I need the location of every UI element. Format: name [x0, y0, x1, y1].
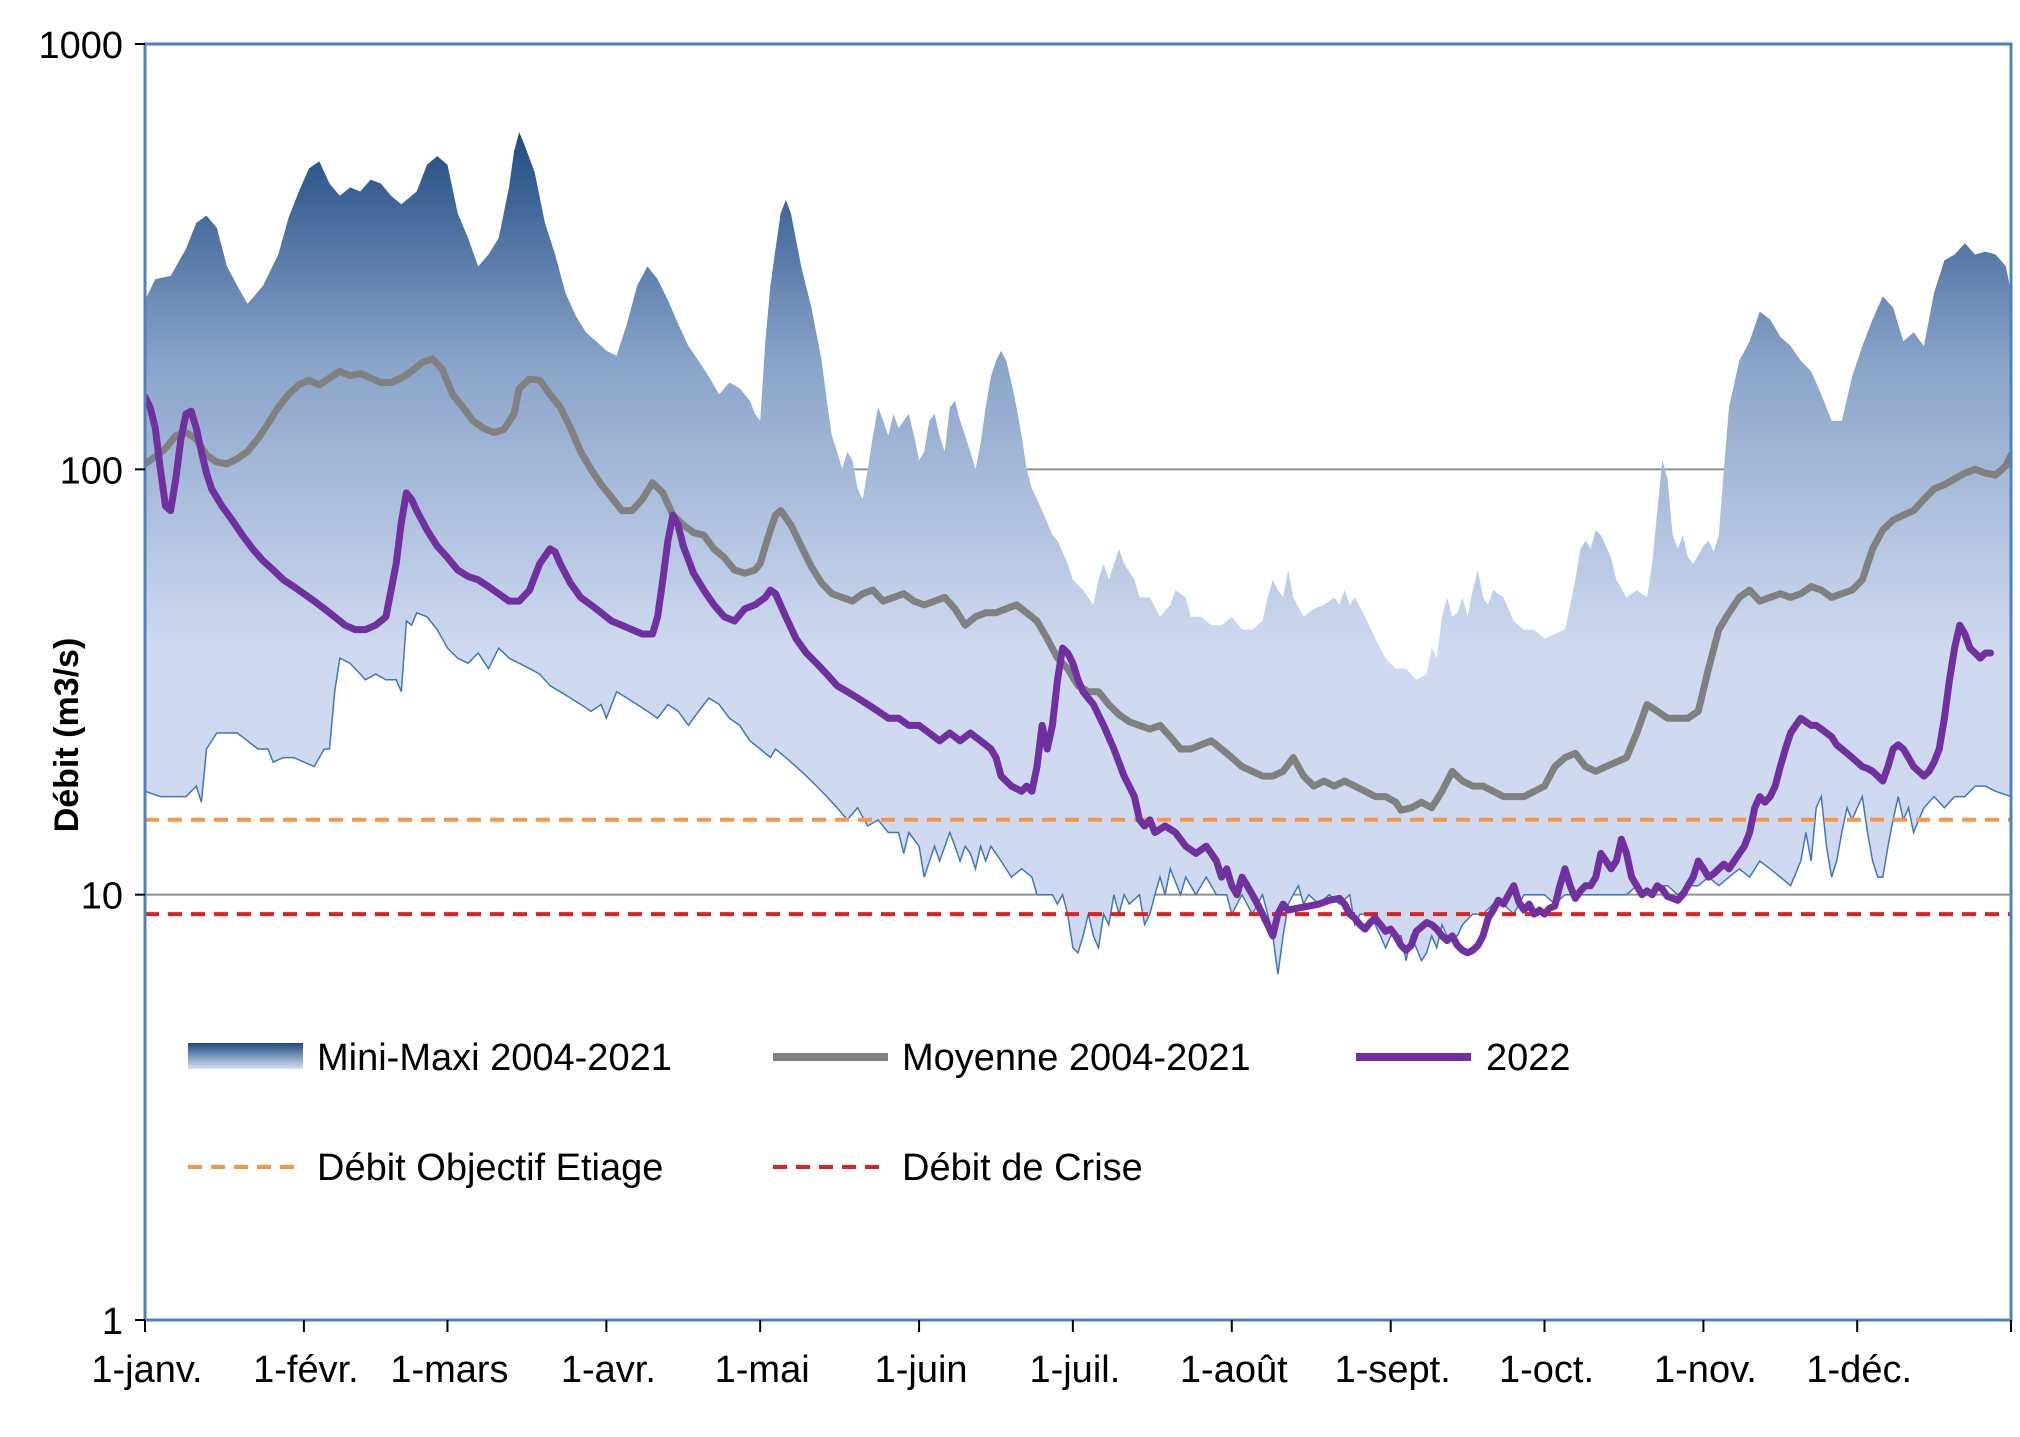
- legend-item-2022: 2022: [1356, 1037, 1571, 1079]
- legend-item-moyenne: Moyenne 2004-2021: [773, 1037, 1251, 1079]
- moyenne-series-line: [145, 355, 2011, 814]
- x-tick-label: 1-août: [1180, 1349, 1288, 1391]
- y-tick-label: 100: [60, 450, 123, 492]
- x-tick-label: 1-janv.: [91, 1349, 202, 1391]
- x-tick-label: 1-avr.: [561, 1349, 656, 1391]
- x-tick-label: 1-févr.: [253, 1349, 359, 1391]
- legend-label-objectif: Débit Objectif Etiage: [317, 1147, 663, 1189]
- legend-item-objectif: Débit Objectif Etiage: [188, 1147, 663, 1189]
- x-tick-label: 1-nov.: [1654, 1349, 1757, 1391]
- x-tick-label: 1-mars: [390, 1349, 508, 1391]
- x-tick-label: 1-oct.: [1499, 1349, 1594, 1391]
- legend-label-2022: 2022: [1486, 1037, 1571, 1079]
- mini-maxi-band: [145, 132, 2011, 975]
- legend: Mini-Maxi 2004-2021 Moyenne 2004-2021 20…: [188, 1037, 1571, 1189]
- series-2022-line: [145, 393, 1994, 957]
- legend-label-band: Mini-Maxi 2004-2021: [317, 1037, 672, 1079]
- legend-label-moyenne: Moyenne 2004-2021: [902, 1037, 1251, 1079]
- y-axis-label: Débit (m3/s): [48, 638, 86, 833]
- x-tick-label: 1-sept.: [1335, 1349, 1451, 1391]
- x-tick-label: 1-juin: [875, 1349, 968, 1391]
- y-tick-label: 1000: [38, 25, 123, 67]
- plot-area-frame: [143, 42, 2013, 1322]
- legend-label-crise: Débit de Crise: [902, 1147, 1143, 1189]
- y-tick-label: 1: [102, 1301, 123, 1343]
- legend-item-crise: Débit de Crise: [773, 1147, 1143, 1189]
- x-axis-ticks: 1-janv. 1-févr. 1-mars 1-avr. 1-mai 1-juin 1-j…: [91, 1320, 2012, 1391]
- mini-maxi-band-lower-edge: [145, 611, 2011, 975]
- y-axis-ticks: 1 10 100 1000: [38, 25, 145, 1343]
- legend-item-band: Mini-Maxi 2004-2021: [188, 1037, 672, 1079]
- x-tick-label: 1-juil.: [1029, 1349, 1120, 1391]
- x-tick-label: 1-déc.: [1806, 1349, 1912, 1391]
- y-tick-label: 10: [81, 876, 123, 918]
- x-tick-label: 1-mai: [715, 1349, 810, 1391]
- legend-swatch-band: [188, 1043, 303, 1069]
